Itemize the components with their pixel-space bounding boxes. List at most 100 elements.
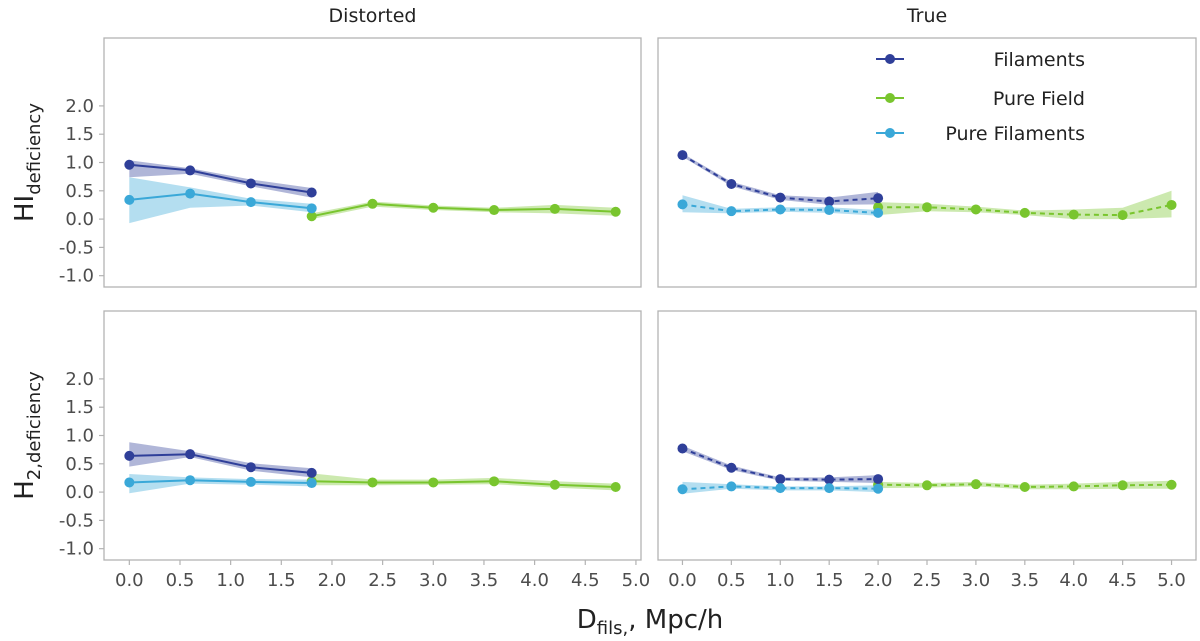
band-pure-filaments [129, 177, 312, 224]
x-tick-label: 4.5 [1108, 570, 1137, 591]
point-filaments [185, 449, 196, 460]
point-filaments [824, 196, 835, 207]
point-pure-filaments [873, 207, 884, 218]
point-filaments [185, 165, 196, 176]
point-filaments [775, 192, 786, 203]
point-filaments [245, 462, 256, 473]
x-axis-title-main: D [577, 605, 597, 635]
x-tick-label: 2.0 [864, 570, 893, 591]
point-pure-field [1117, 480, 1128, 491]
panel-title: Distorted [329, 5, 417, 27]
x-tick-label: 4.5 [571, 570, 600, 591]
point-pure-field [970, 479, 981, 490]
point-pure-field [367, 477, 378, 488]
x-tick-label: 1.5 [267, 570, 296, 591]
point-filaments [873, 474, 884, 485]
panel-plot-area [124, 442, 621, 494]
panel-frame [103, 310, 642, 561]
x-tick-label: 0.5 [166, 570, 195, 591]
x-tick-label: 0.5 [717, 570, 746, 591]
point-filaments [306, 187, 317, 198]
point-pure-filaments [306, 478, 317, 489]
point-pure-field [610, 206, 621, 217]
line-pure-filaments [129, 479, 312, 484]
y-axis-title-main: H [10, 480, 40, 500]
band-pure-filaments [129, 474, 312, 494]
point-pure-filaments [185, 188, 196, 199]
x-tick-label: 1.0 [216, 570, 245, 591]
x-tick-label: 5.0 [622, 570, 651, 591]
panel-frame [657, 37, 1197, 288]
x-axis-title-rest: , Mpc/h [628, 605, 723, 635]
point-pure-filaments [185, 475, 196, 486]
x-tick-label: 3.5 [470, 570, 499, 591]
x-tick-label: 3.5 [1010, 570, 1039, 591]
point-pure-filaments [775, 483, 786, 494]
point-pure-filaments [824, 483, 835, 494]
point-filaments [306, 467, 317, 478]
y-tick-label: 0.0 [65, 482, 94, 503]
line-pure-filaments [129, 192, 312, 210]
point-pure-field [922, 480, 932, 491]
x-tick-label: 2.0 [318, 570, 347, 591]
x-tick-label: 4.0 [1059, 570, 1088, 591]
y-axis-title-sub: deficiency [24, 103, 45, 195]
y-tick-label: 1.0 [65, 426, 94, 447]
x-tick-label: 5.0 [1157, 570, 1186, 591]
point-pure-field [367, 198, 378, 209]
point-pure-filaments [677, 199, 688, 210]
y-tick-label: -1.0 [59, 539, 94, 560]
legend-label: Filaments [994, 49, 1085, 71]
panel-plot-area [677, 443, 1177, 495]
legend-marker [885, 93, 895, 103]
line-pure-field [311, 480, 616, 488]
point-pure-filaments [245, 476, 256, 487]
line-pure-field [311, 202, 616, 218]
y-tick-label: -1.0 [59, 266, 94, 287]
panel-frame [103, 37, 642, 288]
point-filaments [245, 178, 256, 189]
line-filaments [129, 453, 312, 474]
panel-plot-area [124, 159, 621, 224]
panel-title: True [906, 5, 947, 27]
point-pure-field [1166, 479, 1177, 490]
point-pure-field [1117, 210, 1128, 221]
legend-marker [885, 128, 895, 138]
x-axis-title: Dfils,, Mpc/h [577, 605, 723, 639]
x-tick-label: 3.0 [962, 570, 991, 591]
point-pure-filaments [124, 194, 135, 205]
band-pure-field [878, 190, 1172, 220]
y-tick-label: 0.5 [65, 181, 94, 202]
point-pure-field [489, 476, 500, 487]
point-pure-filaments [245, 197, 256, 208]
point-filaments [124, 450, 135, 461]
point-pure-filaments [726, 206, 737, 217]
x-tick-label: 1.5 [815, 570, 844, 591]
point-filaments [824, 474, 835, 485]
y-tick-label: -0.5 [59, 237, 94, 258]
legend-marker [885, 54, 895, 64]
point-pure-field [610, 481, 621, 492]
point-pure-filaments [824, 205, 835, 216]
y-axis-title: H2,deficiency [10, 371, 45, 500]
x-tick-label: 4.0 [520, 570, 549, 591]
line-pure-filaments [682, 203, 879, 214]
x-tick-label: 0.0 [115, 570, 144, 591]
point-pure-filaments [306, 203, 317, 214]
point-pure-filaments [726, 481, 737, 492]
point-pure-field [1068, 209, 1079, 220]
y-tick-label: 2.0 [65, 369, 94, 390]
band-pure-field [311, 201, 616, 220]
y-axis-title-sub: 2,deficiency [24, 371, 45, 480]
point-pure-field [1068, 481, 1079, 492]
line-filaments [129, 163, 312, 194]
point-pure-field [1019, 481, 1030, 492]
point-pure-field [428, 477, 439, 488]
point-pure-field [428, 202, 439, 213]
point-filaments [677, 150, 688, 161]
point-pure-field [306, 211, 317, 222]
x-tick-label: 2.5 [368, 570, 397, 591]
legend-label: Pure Filaments [945, 123, 1085, 145]
point-pure-field [922, 202, 932, 213]
